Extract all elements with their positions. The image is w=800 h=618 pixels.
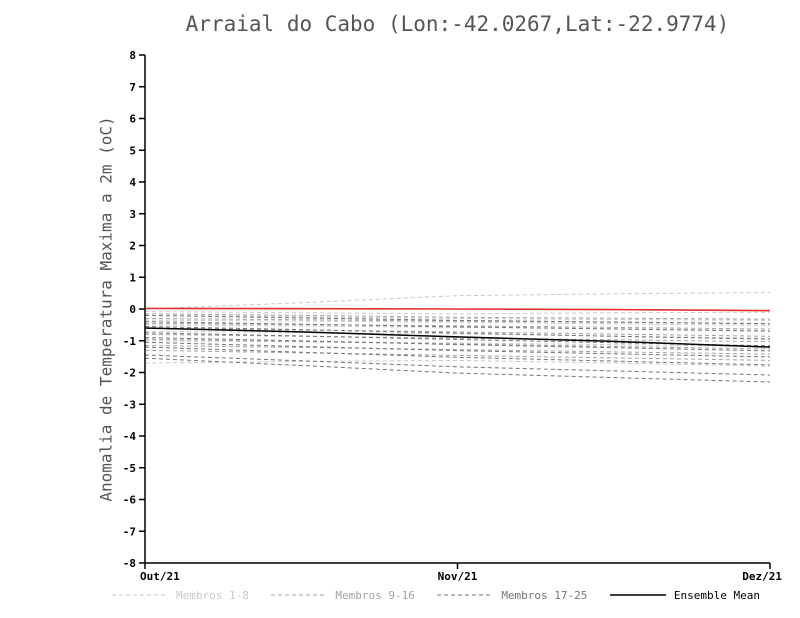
legend-label: Ensemble Mean: [673, 588, 760, 602]
legend: Membros 1-8 Membros 9-16 Membros 17-25 Ense…: [112, 585, 760, 605]
y-tick-label: 6: [129, 113, 136, 126]
legend-item-1: Membros 1-8: [112, 589, 249, 602]
member-line-g1-7: [144, 340, 771, 347]
y-tick-label: -4: [123, 430, 137, 443]
member-line-g1-3: [144, 314, 771, 321]
legend-line-sample: [437, 594, 494, 596]
member-line-g3-1: [144, 314, 771, 325]
y-tick-label: 3: [129, 208, 136, 221]
y-tick-label: -3: [123, 398, 136, 411]
y-tick-label: 0: [129, 303, 136, 316]
member-line-g3-2: [144, 321, 771, 332]
y-tick-label: -1: [123, 335, 137, 348]
zero-reference-line: [144, 307, 771, 312]
member-line-g3-3: [144, 326, 771, 340]
member-line-g2-4: [144, 327, 771, 337]
member-line-g2-7: [144, 345, 771, 355]
y-tick-label: -5: [123, 462, 136, 475]
member-line-g1-1: [144, 292, 771, 310]
legend-label: Membros 9-16: [335, 588, 415, 602]
y-tick-label: 2: [129, 240, 136, 253]
member-line-g2-6: [144, 338, 771, 350]
legend-line-sample: [112, 594, 168, 596]
legend-label: Membros 17-25: [501, 588, 588, 602]
y-tick-label: -7: [123, 525, 136, 538]
legend-label: Membros 1-8: [176, 588, 249, 602]
y-tick-label: -8: [123, 557, 136, 570]
y-tick-label: 8: [129, 49, 136, 62]
member-line-g3-7: [144, 346, 771, 366]
member-line-g1-8: [144, 359, 771, 367]
x-tick-label: Dez/21: [742, 570, 782, 583]
y-tick-label: 4: [129, 176, 136, 189]
legend-line-sample: [609, 594, 666, 596]
legend-line-sample: [271, 594, 328, 596]
x-tick-label: Nov/21: [438, 570, 478, 583]
member-line-g2-3: [144, 322, 771, 330]
member-line-g1-2: [144, 311, 771, 315]
member-line-g3-8: [144, 354, 771, 376]
member-line-g3-9: [144, 357, 771, 383]
legend-item-4: Ensemble Mean: [609, 588, 760, 602]
member-line-g2-1: [144, 313, 771, 320]
member-line-g2-5: [144, 333, 771, 343]
member-line-g3-5: [144, 337, 771, 352]
member-line-g1-6: [144, 330, 771, 339]
y-tick-label: -2: [123, 367, 136, 380]
x-tick-label: Out/21: [140, 570, 180, 583]
member-line-g2-8: [144, 349, 771, 361]
chart-title: Arraial do Cabo (Lon:-42.0267,Lat:-22.97…: [185, 12, 730, 36]
ensemble-mean-line: [144, 327, 771, 348]
member-line-g3-6: [144, 341, 771, 358]
y-tick-label: 1: [129, 271, 136, 284]
legend-item-2: Membros 9-16: [271, 588, 415, 602]
legend-item-3: Membros 17-25: [437, 589, 587, 602]
y-tick-label: 7: [129, 81, 136, 94]
y-tick-label: -6: [123, 494, 137, 507]
y-tick-label: 5: [129, 144, 136, 157]
member-line-g1-4: [144, 319, 771, 326]
